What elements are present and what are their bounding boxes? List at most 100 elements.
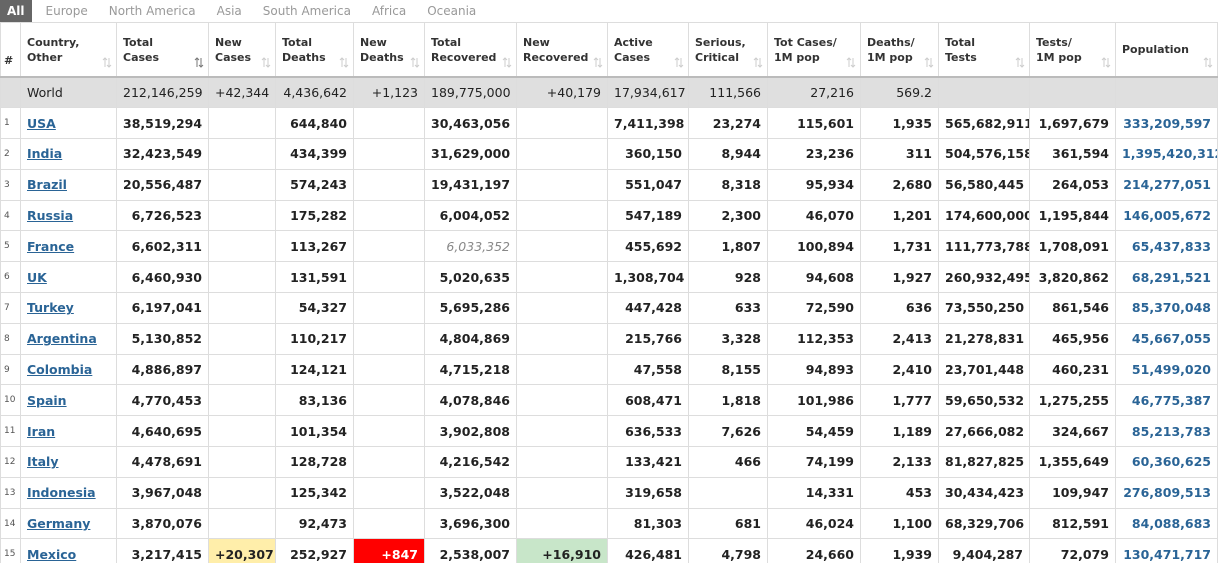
header-text: Active bbox=[614, 35, 653, 49]
value-cell: 60,360,625 bbox=[1115, 446, 1218, 478]
row-index bbox=[0, 76, 21, 109]
header-text: Country, bbox=[27, 35, 80, 49]
header-text: Total bbox=[431, 35, 462, 49]
header-text: Tot Cases/ bbox=[774, 35, 837, 49]
value-cell: 608,471 bbox=[607, 384, 689, 417]
column-header[interactable]: Total Cases bbox=[116, 22, 209, 78]
value-cell: 3,902,808 bbox=[424, 415, 517, 448]
country-link[interactable]: Colombia bbox=[27, 362, 93, 378]
row-index: 5 bbox=[0, 230, 21, 263]
country-cell: Russia bbox=[20, 199, 117, 232]
row-index: 6 bbox=[0, 261, 21, 294]
country-link[interactable]: Indonesia bbox=[27, 485, 96, 501]
header-text: Other bbox=[27, 50, 63, 64]
column-header[interactable]: Total Deaths bbox=[275, 22, 354, 78]
value-cell: 6,197,041 bbox=[116, 292, 209, 324]
sort-icon bbox=[593, 57, 603, 68]
country-row: 13 Indonesia 3,967,048 125,342 3,522,048 319,… bbox=[0, 476, 1218, 509]
country-link[interactable]: Italy bbox=[27, 454, 59, 470]
header-text: Critical bbox=[695, 50, 740, 64]
value-cell bbox=[353, 261, 425, 294]
header-text: Deaths/ bbox=[867, 35, 915, 49]
column-header[interactable]: Total Tests bbox=[938, 22, 1030, 78]
value-cell: +42,344 bbox=[208, 76, 276, 109]
header-row: # Country, Other Total Cases New Cases Total Dea… bbox=[0, 22, 1218, 78]
value-cell bbox=[208, 230, 276, 263]
column-header[interactable]: Population bbox=[1115, 22, 1218, 78]
header-text: Recovered bbox=[523, 50, 589, 64]
value-cell: 5,130,852 bbox=[116, 322, 209, 355]
region-tab[interactable]: All bbox=[0, 0, 32, 22]
value-cell: 574,243 bbox=[275, 168, 354, 201]
value-cell bbox=[208, 507, 276, 540]
value-cell: 31,629,000 bbox=[424, 138, 517, 170]
column-header[interactable]: Serious, Critical bbox=[688, 22, 768, 78]
value-cell: 1,935 bbox=[860, 107, 939, 140]
header-text: 1M pop bbox=[1036, 50, 1082, 64]
country-link[interactable]: Iran bbox=[27, 423, 56, 439]
country-row: 14 Germany 3,870,076 92,473 3,696,300 81,303 6… bbox=[0, 507, 1218, 540]
value-cell: 30,463,056 bbox=[424, 107, 517, 140]
column-header[interactable]: Active Cases bbox=[607, 22, 689, 78]
value-cell: 636 bbox=[860, 292, 939, 324]
value-cell: 212,146,259 bbox=[116, 76, 209, 109]
region-tab[interactable]: Asia bbox=[216, 4, 242, 18]
value-cell: 111,566 bbox=[688, 76, 768, 109]
country-link[interactable]: France bbox=[27, 238, 75, 254]
header-text: 1M pop bbox=[774, 50, 820, 64]
value-cell: 260,932,495 bbox=[938, 261, 1030, 294]
value-cell bbox=[353, 353, 425, 386]
column-header[interactable]: Tests/1M pop bbox=[1029, 22, 1116, 78]
value-cell: 175,282 bbox=[275, 199, 354, 232]
column-header[interactable]: New Cases bbox=[208, 22, 276, 78]
value-cell bbox=[208, 415, 276, 448]
column-header[interactable]: # bbox=[0, 22, 21, 78]
value-cell: 569.2 bbox=[860, 76, 939, 109]
header-text: New bbox=[523, 35, 550, 49]
region-tab[interactable]: Africa bbox=[371, 4, 407, 18]
country-link[interactable]: India bbox=[27, 146, 63, 162]
value-cell bbox=[353, 415, 425, 448]
value-cell: 110,217 bbox=[275, 322, 354, 355]
region-tab[interactable]: Europe bbox=[45, 4, 88, 18]
column-header[interactable]: Deaths/1M pop bbox=[860, 22, 939, 78]
country-link[interactable]: USA bbox=[27, 115, 56, 131]
value-cell: 51,499,020 bbox=[1115, 353, 1218, 386]
column-header[interactable]: New Recovered bbox=[516, 22, 608, 78]
value-cell: 20,556,487 bbox=[116, 168, 209, 201]
value-cell: 360,150 bbox=[607, 138, 689, 170]
country-link[interactable]: Germany bbox=[27, 516, 91, 532]
country-link[interactable]: Mexico bbox=[27, 546, 77, 562]
value-cell: 8,318 bbox=[688, 168, 768, 201]
country-link[interactable]: Argentina bbox=[27, 331, 97, 347]
value-cell: 4,798 bbox=[688, 538, 768, 563]
country-link[interactable]: Brazil bbox=[27, 177, 67, 193]
sort-icon bbox=[194, 57, 204, 68]
column-header[interactable]: Tot Cases/1M pop bbox=[767, 22, 861, 78]
value-cell bbox=[353, 199, 425, 232]
column-header[interactable]: Country, Other bbox=[20, 22, 117, 78]
value-cell: 465,956 bbox=[1029, 322, 1116, 355]
value-cell: 81,827,825 bbox=[938, 446, 1030, 478]
country-link[interactable]: Spain bbox=[27, 392, 67, 408]
country-link[interactable]: Turkey bbox=[27, 300, 74, 316]
value-cell: +40,179 bbox=[516, 76, 608, 109]
value-cell: 2,680 bbox=[860, 168, 939, 201]
value-cell bbox=[938, 76, 1030, 109]
value-cell: 1,201 bbox=[860, 199, 939, 232]
value-cell: 45,667,055 bbox=[1115, 322, 1218, 355]
region-tab[interactable]: Oceania bbox=[427, 4, 477, 18]
region-tab[interactable]: North America bbox=[108, 4, 196, 18]
country-link[interactable]: Russia bbox=[27, 208, 74, 224]
value-cell bbox=[353, 476, 425, 509]
region-tab[interactable]: South America bbox=[262, 4, 351, 18]
country-link[interactable]: UK bbox=[27, 269, 47, 285]
column-header[interactable]: Total Recovered bbox=[424, 22, 517, 78]
country-cell: Germany bbox=[20, 507, 117, 540]
value-cell: 23,701,448 bbox=[938, 353, 1030, 386]
sort-icon bbox=[102, 57, 112, 68]
value-cell: 1,395,420,312 bbox=[1115, 138, 1218, 170]
column-header[interactable]: New Deaths bbox=[353, 22, 425, 78]
value-cell: 252,927 bbox=[275, 538, 354, 563]
